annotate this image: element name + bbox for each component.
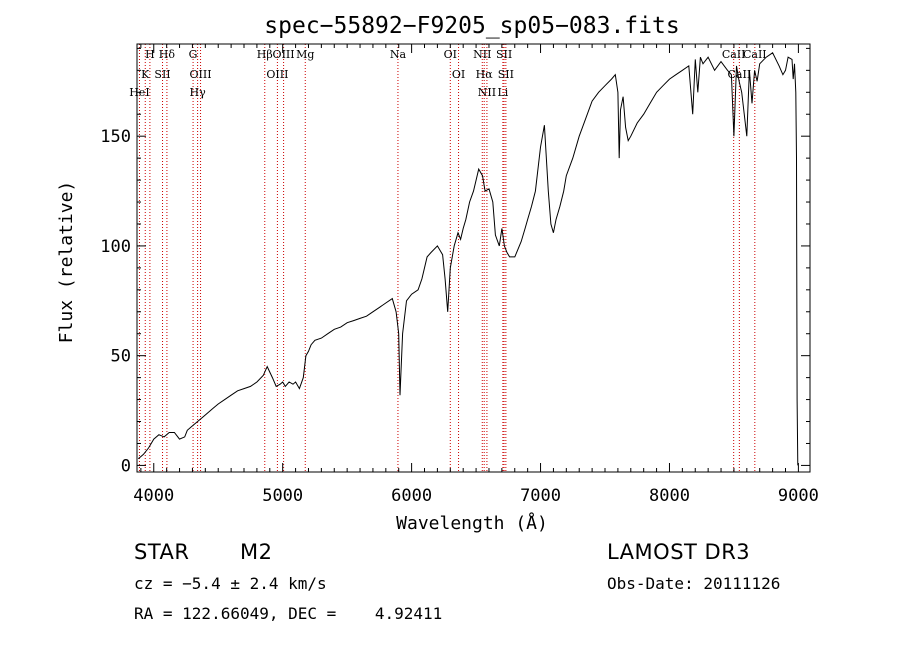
line-label-15: NII [473,48,491,61]
line-label-1: K [141,68,150,81]
cz-value: cz = −5.4 ± 2.4 km/s [134,574,327,593]
survey-name: LAMOST DR3 [607,540,751,564]
line-label-10: OIII [273,48,295,61]
line-label-9: OIII [266,68,288,81]
x-tick-label-5: 9000 [778,486,819,506]
y-tick-label-3: 150 [100,127,131,147]
line-label-22: CaII [728,68,752,81]
line-label-6: OIII [190,68,212,81]
line-label-4: Hδ [159,48,176,61]
line-label-16: Hα [476,68,494,81]
line-label-11: Mg [296,48,314,61]
coordinates: RA = 122.66049, DEC = 4.92411 [134,604,443,623]
line-label-0: H [145,48,155,61]
x-tick-label-0: 4000 [133,486,174,506]
line-label-18: SII [496,48,512,61]
y-axis-label: Flux (relative) [56,181,77,344]
line-label-23: CaII [743,48,767,61]
y-tick-label-1: 50 [111,347,131,367]
y-axis: 0 50 100 150 [100,47,810,476]
flux-series-line [137,52,799,466]
chart-title: spec−55892−F9205_sp05−083.fits [264,13,679,39]
line-label-8: Hβ [257,48,273,61]
x-axis: 4000 5000 6000 7000 8000 9000 [133,44,819,506]
obs-date: Obs-Date: 20111126 [607,574,781,593]
line-label-7: Hγ [190,86,207,99]
x-tick-label-1: 5000 [262,486,303,506]
object-class: STAR [134,540,190,564]
line-label-21: CaII [722,48,746,61]
x-tick-label-2: 6000 [391,486,432,506]
y-tick-label-2: 100 [100,237,131,257]
x-tick-label-4: 8000 [649,486,690,506]
line-label-13: OI [444,48,457,61]
line-label-3: SII [154,68,170,81]
line-label-5: G [189,48,198,61]
x-tick-label-3: 7000 [520,486,561,506]
line-label-14: OI [452,68,465,81]
object-subclass: M2 [240,540,273,564]
line-label-19: SII [498,68,514,81]
line-label-12: Na [390,48,407,61]
line-label-17: NII [478,86,496,99]
y-tick-label-0: 0 [121,456,131,476]
line-label-20: Li [497,86,508,99]
plot-frame [136,43,811,473]
emission-lines [138,44,756,472]
x-axis-label: Wavelength (Å) [396,512,548,534]
